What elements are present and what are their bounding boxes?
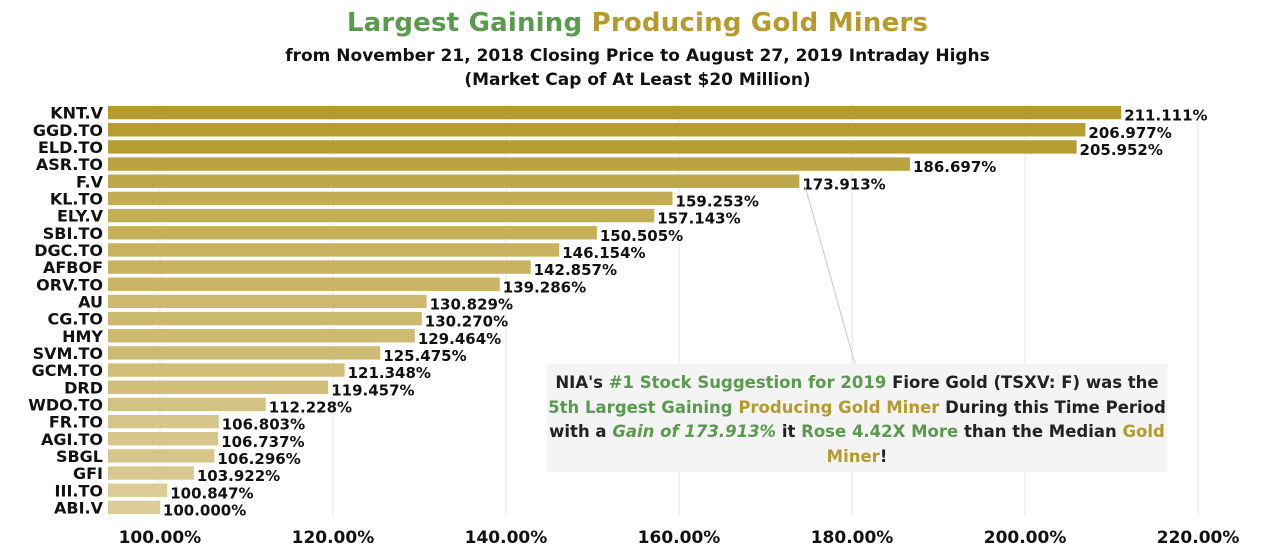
data-label: 186.697% xyxy=(913,158,996,176)
bar xyxy=(108,380,329,394)
bar xyxy=(108,208,655,223)
data-label: 106.296% xyxy=(217,450,300,468)
bar xyxy=(108,294,427,309)
data-label: 157.143% xyxy=(657,210,740,228)
x-tick-label: 120.00% xyxy=(292,528,375,548)
data-label: 129.464% xyxy=(418,330,501,348)
callout-box: NIA's #1 Stock Suggestion for 2019 Fiore… xyxy=(547,364,1167,472)
category-label: GGD.TO xyxy=(33,121,103,140)
callout-text-4: it xyxy=(776,422,802,441)
category-label: F.V xyxy=(76,172,104,191)
data-label: 206.977% xyxy=(1088,124,1171,142)
bar xyxy=(108,243,560,257)
category-label: CG.TO xyxy=(48,310,103,329)
bar xyxy=(108,123,1086,137)
data-label: 103.922% xyxy=(197,467,280,485)
category-label: SBI.TO xyxy=(43,224,103,243)
category-label: HMY xyxy=(62,327,103,346)
bar xyxy=(108,226,597,240)
data-label: 173.913% xyxy=(802,175,885,193)
data-label: 159.253% xyxy=(676,192,759,210)
category-label: AU xyxy=(78,292,103,311)
category-label: GCM.TO xyxy=(32,361,103,380)
data-label: 125.475% xyxy=(383,347,466,365)
data-label: 100.000% xyxy=(163,501,246,519)
category-label: DGC.TO xyxy=(34,241,103,260)
x-tick-label: 220.00% xyxy=(1157,528,1240,548)
bar xyxy=(108,346,381,360)
bar xyxy=(108,260,531,274)
category-label: KNT.V xyxy=(50,104,103,123)
bar xyxy=(108,277,500,291)
x-tick-label: 160.00% xyxy=(638,528,721,548)
data-label: 142.857% xyxy=(534,261,617,279)
callout-leader-line xyxy=(804,187,856,365)
category-label: GFI xyxy=(73,464,103,483)
category-label: ELY.V xyxy=(57,207,104,226)
bar xyxy=(108,191,673,206)
data-label: 150.505% xyxy=(600,227,683,245)
bar xyxy=(108,105,1122,120)
bar xyxy=(108,157,910,171)
data-label: 205.952% xyxy=(1080,141,1163,159)
callout-text-6: ! xyxy=(879,446,888,466)
bar xyxy=(108,140,1077,154)
callout-text-3: During this Time Period with a xyxy=(549,397,1166,442)
data-label: 130.829% xyxy=(430,295,513,313)
category-label: DRD xyxy=(64,378,103,397)
data-label: 119.457% xyxy=(331,381,414,399)
title-part-gold: Producing Gold Miners xyxy=(591,8,929,38)
category-label: AGI.TO xyxy=(41,430,103,449)
data-label: 211.111% xyxy=(1124,107,1207,125)
chart-title: Largest Gaining Producing Gold Miners xyxy=(0,8,1275,38)
bar xyxy=(108,397,266,412)
category-label: AFBOF xyxy=(43,258,103,277)
bar xyxy=(108,483,168,497)
category-label: ASR.TO xyxy=(36,155,103,174)
data-label: 112.228% xyxy=(269,398,352,416)
bar xyxy=(108,500,160,515)
chart-subtitle-1: from November 21, 2018 Closing Price to … xyxy=(285,46,990,66)
bar xyxy=(108,414,219,429)
bar xyxy=(108,432,219,446)
category-label: ELD.TO xyxy=(38,138,103,157)
bar xyxy=(108,363,345,377)
category-label: SBGL xyxy=(56,447,103,466)
x-tick-label: 140.00% xyxy=(465,528,548,548)
data-label: 146.154% xyxy=(562,244,645,262)
category-label: FR.TO xyxy=(49,413,103,432)
data-label: 100.847% xyxy=(170,484,253,502)
bar xyxy=(108,466,194,480)
data-label: 130.270% xyxy=(425,313,508,331)
category-label: III.TO xyxy=(55,481,103,500)
callout-highlight-suggestion: #1 Stock Suggestion for 2019 xyxy=(608,373,887,392)
callout-text-2: Fiore Gold (TSXV: F) was the xyxy=(886,373,1159,392)
bar xyxy=(108,174,800,188)
data-label: 139.286% xyxy=(503,278,586,296)
category-label: SVM.TO xyxy=(33,344,103,363)
callout-highlight-gain: Gain of 173.913% xyxy=(612,422,777,441)
x-tick-label: 180.00% xyxy=(811,528,894,548)
callout-text-5: than the Median xyxy=(958,422,1123,441)
callout-highlight-rank: 5th Largest Gaining xyxy=(548,397,739,417)
category-label: WDO.TO xyxy=(28,395,103,414)
callout-highlight-rose: Rose 4.42X More xyxy=(801,422,959,441)
callout-highlight-producing: Producing Gold Miner xyxy=(738,397,940,417)
data-label: 106.803% xyxy=(222,416,305,434)
title-part-green: Largest Gaining xyxy=(346,8,583,38)
category-label: ABI.V xyxy=(54,498,104,517)
x-tick-label: 200.00% xyxy=(984,528,1067,548)
category-label: KL.TO xyxy=(50,189,103,208)
category-label: ORV.TO xyxy=(36,275,103,294)
bar xyxy=(108,329,415,343)
bar xyxy=(108,449,215,463)
x-tick-label: 100.00% xyxy=(119,528,202,548)
data-label: 121.348% xyxy=(348,364,431,382)
chart-subtitle-2: (Market Cap of At Least $20 Million) xyxy=(464,70,811,90)
callout-text-1: NIA's xyxy=(555,373,609,392)
bar xyxy=(108,311,422,326)
data-label: 106.737% xyxy=(221,433,304,451)
callout-highlight-miner: Gold Miner xyxy=(826,422,1165,466)
